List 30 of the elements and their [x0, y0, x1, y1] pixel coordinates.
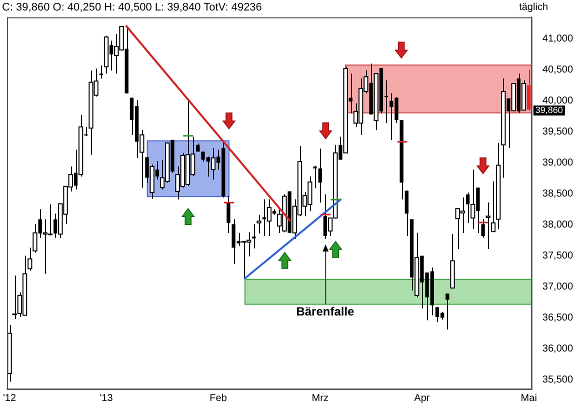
candlestick [252, 224, 256, 249]
x-tick-label: '12 [3, 392, 16, 404]
y-tick-label: 38,500 [542, 188, 574, 200]
annotation: Bärenfalle [296, 304, 355, 319]
y-tick-label: 36,500 [542, 312, 574, 324]
x-tick-label: '13 [100, 392, 114, 404]
candlestick [404, 190, 409, 236]
y-tick-label: 36,000 [542, 343, 574, 354]
y-tick-label: 40,000 [542, 96, 574, 107]
y-tick-label: 39,000 [542, 158, 574, 169]
chart-title: C: 39,860 O: 40,250 H: 40,500 L: 39,840 TotV: 49236 [2, 2, 262, 14]
x-tick-label: Feb [210, 392, 228, 404]
candlestick [446, 293, 450, 330]
x-tick-label: Mai [520, 392, 537, 404]
y-tick-label: 37,000 [542, 282, 574, 293]
x-tick-label: Apr [414, 392, 430, 404]
y-tick-label: 39,500 [542, 126, 574, 138]
y-tick-label: 37,500 [542, 250, 574, 262]
y-tick-label: 35,500 [542, 374, 574, 386]
candlestick [318, 148, 322, 203]
text: täglich [519, 2, 548, 13]
candlestick [99, 65, 104, 80]
candlestick [226, 196, 230, 234]
y-tick-label: 41,000 [542, 34, 574, 45]
y-tick-label: 40,500 [542, 64, 574, 76]
x-tick-label: Mrz [312, 392, 328, 404]
candlestick [313, 165, 317, 189]
annotation: 39,860 [535, 105, 563, 116]
y-tick-label: 38,000 [542, 220, 574, 231]
candlestick [481, 218, 485, 238]
